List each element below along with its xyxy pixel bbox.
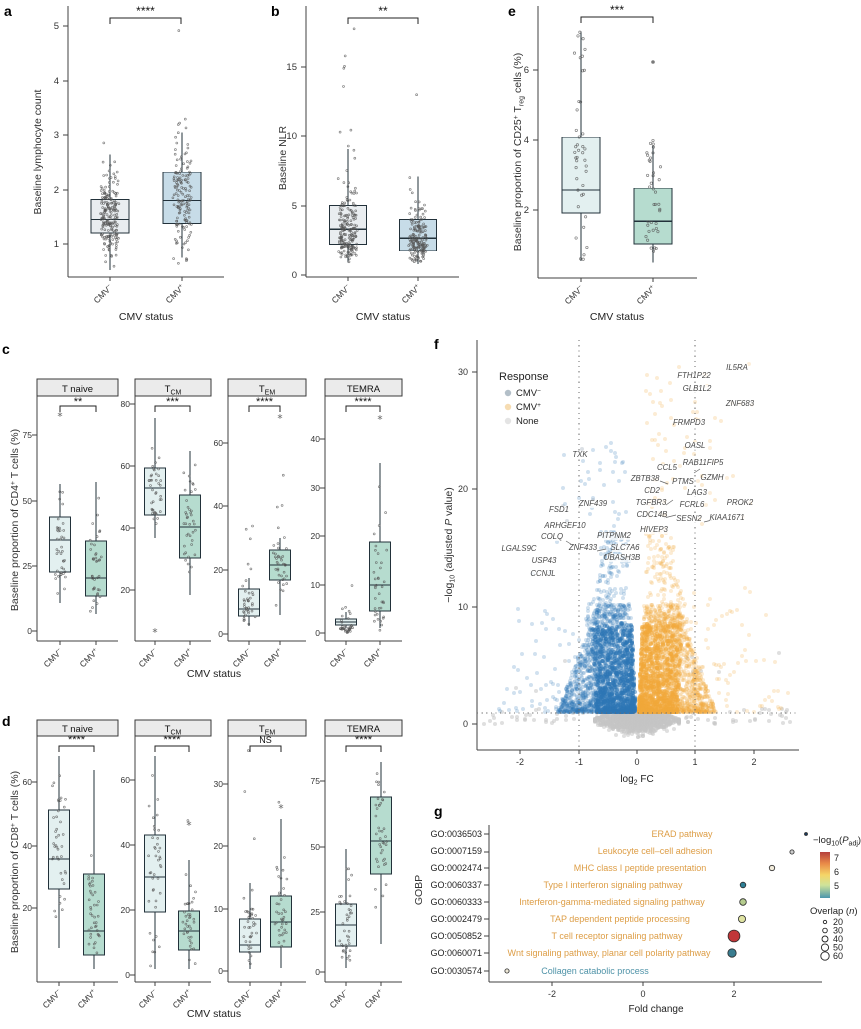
svg-text:4: 4 bbox=[524, 135, 529, 146]
svg-text:0: 0 bbox=[27, 626, 32, 636]
svg-text:1: 1 bbox=[692, 757, 697, 767]
svg-text:TEMRA: TEMRA bbox=[347, 384, 381, 395]
svg-text:25: 25 bbox=[23, 561, 33, 571]
svg-text:∗: ∗ bbox=[152, 626, 159, 635]
svg-text:∗: ∗ bbox=[278, 802, 285, 811]
svg-text:40: 40 bbox=[23, 841, 33, 851]
svg-text:40: 40 bbox=[214, 501, 224, 511]
svg-text:10: 10 bbox=[286, 131, 297, 142]
svg-text:20: 20 bbox=[311, 531, 321, 541]
svg-text:0: 0 bbox=[315, 628, 320, 638]
svg-text:30: 30 bbox=[458, 367, 468, 377]
svg-text:60: 60 bbox=[121, 461, 131, 471]
svg-text:2: 2 bbox=[54, 185, 59, 196]
svg-text:d: d bbox=[2, 713, 11, 729]
svg-text:0: 0 bbox=[463, 719, 468, 729]
svg-text:5: 5 bbox=[54, 21, 59, 32]
svg-text:0: 0 bbox=[292, 270, 297, 281]
svg-text:20: 20 bbox=[214, 565, 224, 575]
svg-text:50: 50 bbox=[311, 842, 321, 852]
svg-text:60: 60 bbox=[121, 775, 131, 785]
svg-text:75: 75 bbox=[23, 430, 33, 440]
svg-text:6: 6 bbox=[524, 65, 529, 76]
svg-text:0: 0 bbox=[218, 629, 223, 639]
svg-text:NS: NS bbox=[259, 735, 272, 745]
svg-text:20: 20 bbox=[23, 903, 33, 913]
svg-text:e: e bbox=[508, 3, 516, 19]
svg-text:-2: -2 bbox=[516, 757, 524, 767]
svg-text:CMV status: CMV status bbox=[590, 311, 644, 323]
svg-text:Baseline proportion of CD8+ T: Baseline proportion of CD8+ T cells (%) bbox=[9, 771, 21, 953]
svg-text:0: 0 bbox=[125, 970, 130, 980]
svg-text:50: 50 bbox=[23, 496, 33, 506]
svg-text:CMV status: CMV status bbox=[356, 311, 410, 323]
svg-text:60: 60 bbox=[214, 438, 224, 448]
svg-text:10: 10 bbox=[458, 602, 468, 612]
svg-text:log2 FC: log2 FC bbox=[620, 774, 653, 787]
svg-text:**: ** bbox=[378, 4, 388, 18]
svg-text:∗: ∗ bbox=[186, 819, 193, 828]
svg-text:****: **** bbox=[163, 734, 181, 746]
svg-text:0: 0 bbox=[634, 757, 639, 767]
svg-text:Baseline proportion of CD25+ T: Baseline proportion of CD25+ Treg cells … bbox=[512, 53, 526, 251]
svg-text:4: 4 bbox=[54, 76, 59, 87]
svg-text:***: *** bbox=[610, 3, 624, 17]
svg-text:Baseline lymphocyte count: Baseline lymphocyte count bbox=[32, 89, 44, 214]
svg-text:CMV status: CMV status bbox=[119, 311, 173, 323]
svg-text:5: 5 bbox=[292, 201, 297, 212]
svg-text:∗: ∗ bbox=[377, 413, 384, 422]
svg-text:0: 0 bbox=[218, 966, 223, 976]
svg-text:2: 2 bbox=[524, 205, 529, 216]
svg-text:****: **** bbox=[136, 4, 155, 18]
svg-text:f: f bbox=[434, 336, 439, 352]
svg-text:CMV status: CMV status bbox=[187, 1008, 241, 1020]
svg-text:25: 25 bbox=[311, 907, 321, 917]
svg-text:****: **** bbox=[256, 396, 274, 408]
svg-text:****: **** bbox=[68, 734, 86, 746]
svg-text:40: 40 bbox=[121, 523, 131, 533]
svg-text:****: **** bbox=[355, 734, 373, 746]
svg-text:Baseline proportion of CD4+ T: Baseline proportion of CD4+ T cells (%) bbox=[9, 429, 21, 611]
svg-text:b: b bbox=[271, 3, 280, 19]
svg-text:40: 40 bbox=[121, 840, 131, 850]
svg-text:15: 15 bbox=[286, 62, 297, 73]
svg-text:20: 20 bbox=[458, 484, 468, 494]
svg-text:10: 10 bbox=[311, 580, 321, 590]
svg-text:**: ** bbox=[74, 396, 83, 408]
svg-text:40: 40 bbox=[311, 434, 321, 444]
svg-text:−log10 (adjusted P value): −log10 (adjusted P value) bbox=[443, 487, 457, 603]
svg-text:∗: ∗ bbox=[277, 412, 284, 421]
svg-text:2: 2 bbox=[751, 757, 756, 767]
svg-text:20: 20 bbox=[121, 905, 131, 915]
svg-text:30: 30 bbox=[311, 483, 321, 493]
svg-text:20: 20 bbox=[121, 585, 131, 595]
svg-text:3: 3 bbox=[54, 130, 59, 141]
svg-text:80: 80 bbox=[121, 399, 131, 409]
svg-text:T naive: T naive bbox=[62, 384, 93, 395]
svg-text:75: 75 bbox=[311, 776, 321, 786]
svg-text:CMV status: CMV status bbox=[187, 668, 241, 680]
svg-text:1: 1 bbox=[54, 239, 59, 250]
svg-text:30: 30 bbox=[214, 779, 224, 789]
svg-text:10: 10 bbox=[214, 904, 224, 914]
svg-text:60: 60 bbox=[23, 777, 33, 787]
svg-text:20: 20 bbox=[214, 841, 224, 851]
svg-text:∗: ∗ bbox=[57, 410, 64, 419]
svg-text:****: **** bbox=[354, 396, 372, 408]
svg-text:a: a bbox=[4, 3, 12, 19]
svg-text:***: *** bbox=[166, 396, 180, 408]
svg-text:c: c bbox=[2, 341, 10, 357]
svg-text:-1: -1 bbox=[575, 757, 583, 767]
svg-text:0: 0 bbox=[315, 967, 320, 977]
